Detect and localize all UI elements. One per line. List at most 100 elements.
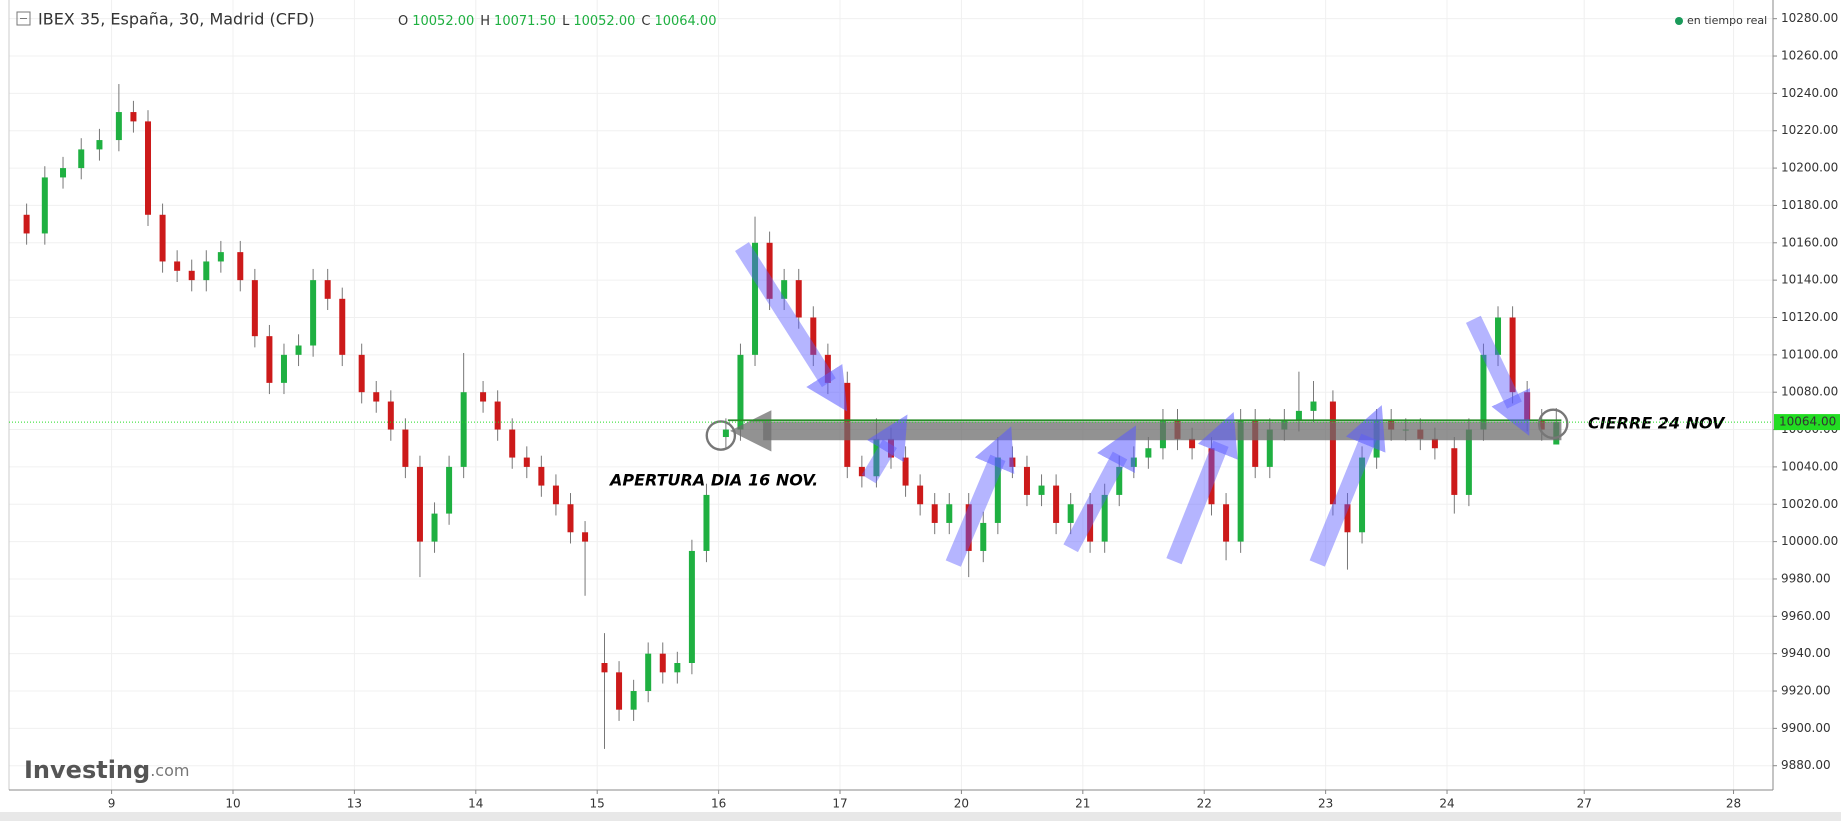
y-tick-label: 10220.00 [1781, 123, 1838, 137]
candle-body [358, 354, 365, 393]
candle-body [237, 252, 244, 281]
y-tick-label: 10160.00 [1781, 235, 1838, 249]
price-tag-label: 10064.00 [1779, 415, 1836, 429]
blue-arrow [1063, 425, 1137, 553]
candle-body [902, 457, 909, 486]
ohlc-value: 10071.50 [494, 14, 556, 29]
y-tick-label: 10040.00 [1781, 459, 1838, 473]
x-tick-label: 27 [1577, 797, 1592, 811]
candle-body [78, 149, 85, 169]
ohlc-key: C [641, 14, 650, 29]
ohlc-key: O [398, 14, 408, 29]
blue-arrow [1166, 412, 1238, 565]
candle-body [339, 298, 346, 355]
candle-body [1067, 504, 1074, 523]
y-tick-label: 10120.00 [1781, 310, 1838, 324]
candle-body [538, 466, 545, 486]
ohlc-value: 10052.00 [412, 14, 474, 29]
candle-body [752, 242, 759, 355]
candle-body [1252, 420, 1259, 467]
candle-body [1509, 317, 1516, 393]
candle-body [659, 653, 666, 673]
logo: Investing.com [24, 756, 189, 784]
candle-body [1344, 504, 1351, 533]
candle-body [251, 280, 258, 337]
candle-body [23, 214, 30, 234]
candle-body [931, 504, 938, 523]
y-tick-label: 10020.00 [1781, 497, 1838, 511]
candle-body [810, 317, 817, 355]
candle-body [795, 280, 802, 318]
candle-body [130, 112, 137, 122]
candle-body [431, 513, 438, 542]
annotation: CIERRE 24 NOV [1588, 414, 1726, 433]
candle-body [946, 504, 953, 523]
x-tick-label: 15 [590, 797, 605, 811]
status: en tiempo real [1687, 14, 1767, 27]
logo-suffix: .com [150, 761, 189, 780]
candle-body [1295, 410, 1302, 421]
y-tick-label: 10140.00 [1781, 273, 1838, 287]
candle-body [60, 168, 67, 178]
candle-body [1524, 392, 1531, 421]
x-tick-label: 14 [468, 797, 483, 811]
y-tick-label: 10180.00 [1781, 198, 1838, 212]
x-tick-label: 28 [1726, 797, 1741, 811]
y-tick-label: 9940.00 [1781, 646, 1831, 660]
x-tick-label: 22 [1197, 797, 1212, 811]
candle-body [1266, 429, 1273, 467]
collapse-icon[interactable] [16, 11, 31, 26]
y-tick-label: 10240.00 [1781, 86, 1838, 100]
candle-body [1101, 494, 1108, 542]
candle-body [917, 485, 924, 505]
ohlc-value: 10064.00 [654, 14, 716, 29]
candle-body [1495, 317, 1502, 355]
candle-body [1465, 429, 1472, 495]
candle-body [674, 663, 681, 673]
y-tick-label: 10080.00 [1781, 385, 1838, 399]
candle-body [509, 429, 516, 458]
blue-arrow [1309, 405, 1386, 567]
y-tick-label: 9980.00 [1781, 571, 1831, 585]
candle-body [994, 457, 1001, 523]
candle-body [480, 392, 487, 402]
y-tick-label: 10260.00 [1781, 49, 1838, 63]
candle-body [1023, 466, 1030, 495]
x-tick-label: 16 [711, 797, 726, 811]
candle-body [523, 457, 530, 467]
candle-body [41, 177, 48, 234]
candle-body [688, 550, 695, 664]
candle-body [1208, 448, 1215, 505]
candle-body [630, 691, 637, 710]
blue-arrow [1465, 315, 1531, 436]
price-tag [1774, 414, 1840, 431]
candle-body [295, 345, 302, 355]
candle-body [1130, 457, 1137, 467]
x-tick-label: 10 [225, 797, 240, 811]
candle-body [460, 392, 467, 467]
candle-body [324, 280, 331, 299]
candle-body [1223, 504, 1230, 542]
candle-body [373, 392, 380, 402]
bottom-strip [0, 812, 1841, 821]
candle-body [310, 280, 317, 346]
candle-body [703, 494, 710, 551]
candle-body [1431, 438, 1438, 449]
candle-body [217, 252, 224, 262]
ohlc-header: O 10052.00 H 10071.50 L 10052.00 C 10064.00 [398, 14, 716, 29]
candle-body [1009, 457, 1016, 467]
candle-body [645, 653, 652, 692]
candle-body [416, 466, 423, 542]
candle-body [188, 270, 195, 281]
candle-body [980, 522, 987, 551]
y-tick-label: 9880.00 [1781, 758, 1831, 772]
candle-body [582, 532, 589, 542]
grid [9, 0, 1773, 790]
y-tick-label: 10000.00 [1781, 534, 1838, 548]
y-tick-label: 10200.00 [1781, 161, 1838, 175]
x-tick-label: 20 [954, 797, 969, 811]
candle-body [96, 140, 103, 150]
candle-body [552, 485, 559, 505]
candle-body [1310, 401, 1317, 411]
